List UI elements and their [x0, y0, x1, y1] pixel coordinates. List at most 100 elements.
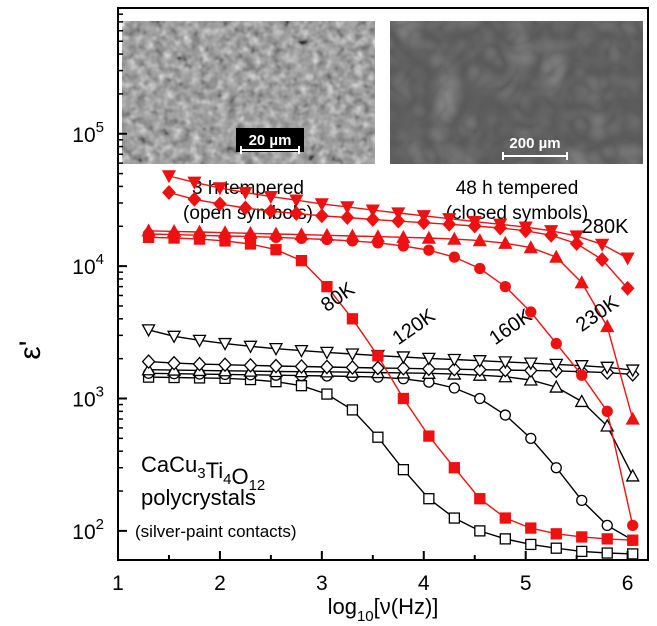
- axes: 1 2 3 4 5 6 102 103 104 105: [72, 13, 634, 595]
- data-point-circle: [499, 409, 511, 421]
- series-layer: [141, 170, 640, 560]
- data-point-triangle-up: [217, 225, 233, 239]
- x-tick-label-6: 6: [622, 572, 634, 595]
- x-tick-label-4: 4: [418, 572, 430, 595]
- series-280K-closed: [161, 170, 635, 266]
- data-point-square: [448, 462, 460, 474]
- data-point-circle: [525, 432, 537, 445]
- series-120K-open: [142, 367, 639, 546]
- data-point-triangle-down: [569, 230, 584, 244]
- data-point-diamond: [320, 359, 334, 375]
- data-point-square: [576, 531, 588, 543]
- data-point-diamond: [498, 362, 513, 378]
- data-point-square: [474, 525, 486, 537]
- data-point-triangle-down: [620, 252, 635, 266]
- data-point-triangle-up: [472, 233, 487, 247]
- data-point-triangle-up: [549, 379, 564, 393]
- data-point-square: [474, 493, 486, 505]
- series-line: [148, 369, 634, 477]
- x-tick-label-1: 1: [112, 572, 124, 595]
- data-point-diamond: [620, 280, 635, 296]
- data-point-square: [499, 533, 511, 545]
- data-point-diamond: [569, 236, 584, 252]
- data-point-square: [270, 244, 282, 256]
- data-point-square: [423, 430, 435, 442]
- data-point-square: [346, 313, 359, 325]
- data-point-diamond: [391, 213, 406, 229]
- data-point-circle: [627, 519, 639, 532]
- x-tick-label-3: 3: [316, 572, 328, 595]
- data-point-triangle-down: [268, 343, 284, 357]
- data-point-triangle-down: [161, 170, 177, 184]
- data-point-triangle-down: [600, 361, 615, 375]
- data-point-triangle-down: [345, 348, 360, 362]
- data-point-diamond: [365, 212, 380, 227]
- material-line2: polycrystals: [141, 485, 256, 510]
- data-point-square: [321, 388, 333, 400]
- data-point-square: [346, 404, 359, 416]
- data-point-square: [295, 380, 308, 392]
- data-point-square: [372, 350, 384, 362]
- data-point-diamond: [238, 200, 253, 216]
- data-point-triangle-down: [544, 225, 559, 239]
- data-point-diamond: [345, 360, 360, 375]
- data-point-triangle-down: [391, 207, 406, 221]
- temperature-label-120K: 120K: [389, 304, 440, 349]
- temperature-label-230K: 230K: [572, 291, 623, 336]
- material-formula: CaCu3Ti4O12: [141, 452, 265, 494]
- data-point-triangle-down: [442, 213, 457, 227]
- data-point-square: [295, 255, 308, 267]
- scale-bar-background-3h: [236, 128, 304, 152]
- data-point-diamond: [294, 359, 309, 374]
- data-point-triangle-up: [625, 468, 640, 482]
- data-point-triangle-down: [314, 198, 329, 212]
- data-point-diamond: [371, 360, 385, 376]
- data-point-diamond: [595, 252, 610, 268]
- data-point-triangle-up: [625, 411, 640, 425]
- data-point-diamond: [314, 208, 329, 224]
- data-point-triangle-up: [574, 275, 589, 289]
- data-point-triangle-up: [243, 225, 258, 239]
- data-point-square: [601, 533, 613, 545]
- data-point-triangle-up: [523, 240, 538, 254]
- data-point-triangle-down: [472, 355, 487, 369]
- data-point-triangle-down: [416, 210, 431, 224]
- data-point-square: [550, 542, 562, 554]
- data-point-triangle-down: [625, 364, 640, 378]
- data-point-triangle-up: [498, 235, 513, 249]
- data-point-triangle-up: [294, 227, 309, 241]
- data-point-diamond: [162, 185, 176, 200]
- data-point-square: [627, 534, 639, 546]
- y-axis-title: ε': [14, 340, 47, 359]
- data-point-square: [525, 538, 537, 551]
- data-point-diamond: [213, 196, 227, 212]
- inset-caption-48h-line1: 48 h tempered: [456, 178, 579, 199]
- data-point-triangle-down: [498, 356, 513, 370]
- series-280K-open: [141, 324, 640, 378]
- micrograph-inset-48h: 200 µm: [390, 21, 643, 164]
- data-point-triangle-down: [166, 330, 182, 344]
- data-point-triangle-down: [595, 238, 610, 252]
- data-point-circle: [525, 306, 537, 318]
- data-point-diamond: [187, 191, 202, 207]
- data-point-diamond: [167, 355, 181, 371]
- data-point-square: [627, 548, 639, 560]
- data-point-diamond: [447, 361, 462, 377]
- series-line: [148, 329, 633, 371]
- data-point-triangle-down: [340, 201, 355, 215]
- data-point-triangle-up: [141, 223, 156, 237]
- data-point-diamond: [269, 358, 283, 374]
- data-point-triangle-up: [574, 394, 589, 408]
- data-point-diamond: [264, 203, 278, 219]
- x-tick-label-2: 2: [214, 572, 226, 595]
- series-line: [148, 230, 634, 420]
- data-point-triangle-down: [294, 344, 309, 358]
- data-point-triangle-down: [493, 218, 508, 232]
- x-tick-label-5: 5: [520, 572, 532, 595]
- series-160K-closed: [141, 223, 640, 425]
- data-point-triangle-up: [370, 229, 385, 243]
- data-point-square: [448, 512, 460, 524]
- data-point-circle: [499, 280, 511, 293]
- data-point-triangle-down: [192, 334, 207, 348]
- data-point-triangle-up: [396, 229, 411, 243]
